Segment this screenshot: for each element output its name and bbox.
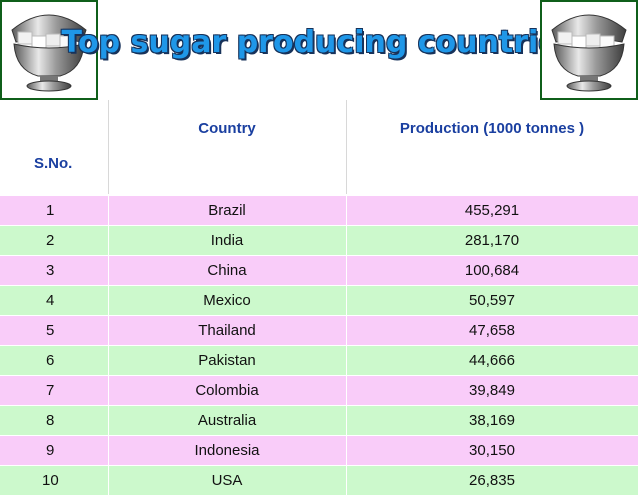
- table-row: 10 USA 26,835: [0, 465, 638, 496]
- header-country: Country: [108, 100, 347, 196]
- cell-sno: 5: [0, 315, 109, 346]
- cell-sno: 1: [0, 194, 109, 226]
- sugar-bowl-icon: [11, 14, 87, 92]
- cell-country: Pakistan: [108, 345, 347, 376]
- cell-sno: 8: [0, 405, 109, 436]
- table-row: 6 Pakistan 44,666: [0, 345, 638, 376]
- header-production: Production (1000 tonnes ): [346, 100, 638, 196]
- table-header-row: S.No. Country Production (1000 tonnes ): [0, 100, 638, 196]
- table-row: 1 Brazil 455,291: [0, 194, 638, 226]
- cell-production: 50,597: [346, 285, 638, 316]
- sugar-bowl-image-left: [0, 0, 98, 100]
- cell-country: Australia: [108, 405, 347, 436]
- cell-production: 39,849: [346, 375, 638, 406]
- cell-sno: 2: [0, 225, 109, 256]
- cell-production: 455,291: [346, 194, 638, 226]
- cell-sno: 7: [0, 375, 109, 406]
- slide-title: Top sugar producing countries: [61, 24, 577, 60]
- table-row: 2 India 281,170: [0, 225, 638, 256]
- cell-country: Colombia: [108, 375, 347, 406]
- table-row: 7 Colombia 39,849: [0, 375, 638, 406]
- cell-sno: 10: [0, 465, 109, 496]
- cell-production: 44,666: [346, 345, 638, 376]
- sugar-production-table: S.No. Country Production (1000 tonnes ) …: [0, 100, 638, 496]
- slide-header: Top sugar producing countries: [0, 0, 638, 100]
- cell-sno: 3: [0, 255, 109, 286]
- header-sno: S.No.: [0, 100, 109, 196]
- cell-country: Brazil: [108, 194, 347, 226]
- cell-sno: 9: [0, 435, 109, 466]
- cell-country: USA: [108, 465, 347, 496]
- cell-production: 281,170: [346, 225, 638, 256]
- cell-sno: 6: [0, 345, 109, 376]
- cell-country: Thailand: [108, 315, 347, 346]
- cell-production: 47,658: [346, 315, 638, 346]
- cell-production: 26,835: [346, 465, 638, 496]
- cell-production: 100,684: [346, 255, 638, 286]
- cell-country: Indonesia: [108, 435, 347, 466]
- sugar-bowl-icon: [551, 14, 627, 92]
- cell-sno: 4: [0, 285, 109, 316]
- table-row: 8 Australia 38,169: [0, 405, 638, 436]
- table-row: 9 Indonesia 30,150: [0, 435, 638, 466]
- cell-production: 38,169: [346, 405, 638, 436]
- cell-production: 30,150: [346, 435, 638, 466]
- sugar-bowl-image-right: [540, 0, 638, 100]
- cell-country: China: [108, 255, 347, 286]
- table-row: 5 Thailand 47,658: [0, 315, 638, 346]
- cell-country: Mexico: [108, 285, 347, 316]
- table-row: 3 China 100,684: [0, 255, 638, 286]
- cell-country: India: [108, 225, 347, 256]
- table-row: 4 Mexico 50,597: [0, 285, 638, 316]
